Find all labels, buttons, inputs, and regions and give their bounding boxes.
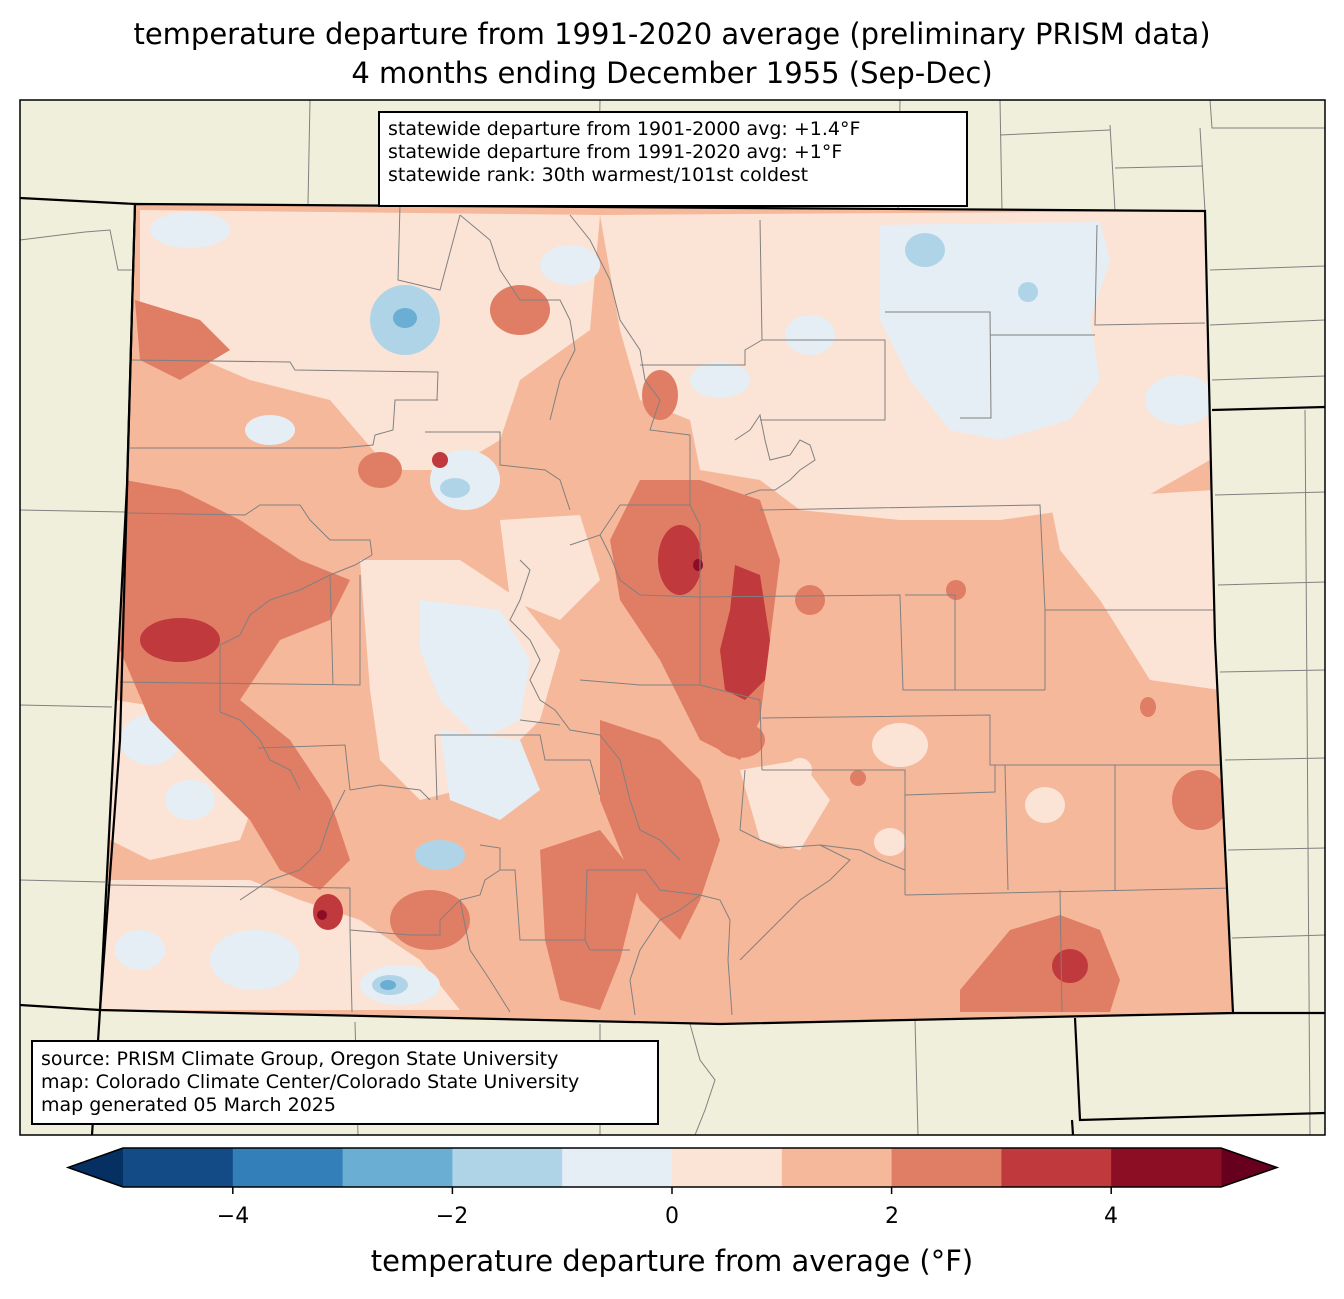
- colorbar-bin: [1001, 1148, 1112, 1187]
- colorbar-tick-label: 0: [665, 1204, 679, 1229]
- colorbar-bin: [232, 1148, 344, 1187]
- colorbar-under-arrow: [68, 1148, 123, 1187]
- colorbar-bin: [1111, 1148, 1222, 1187]
- colorbar-tick-label: −2: [435, 1204, 469, 1229]
- colorbar-tick-label: 4: [1104, 1204, 1118, 1229]
- generated-date-line: map generated 05 March 2025: [41, 1094, 336, 1116]
- stat-departure-1991-2020: statewide departure from 1991-2020 avg: …: [388, 141, 843, 163]
- map-subtitle: 4 months ending December 1955 (Sep-Dec): [351, 56, 993, 90]
- colorbar-bin: [672, 1148, 783, 1187]
- colorbar: [65, 1147, 1280, 1194]
- temperature-field: [100, 204, 1233, 1024]
- colorbar-bin: [891, 1148, 1002, 1187]
- colorbar-bin: [123, 1148, 234, 1187]
- colorbar-bin: [452, 1148, 563, 1187]
- map-credit-line: map: Colorado Climate Center/Colorado St…: [41, 1071, 580, 1093]
- county-lines: [104, 204, 1233, 1016]
- colorbar-tick-label: 2: [885, 1204, 899, 1229]
- colorbar-bin: [342, 1148, 453, 1187]
- source-box: source: PRISM Climate Group, Oregon Stat…: [31, 1040, 659, 1125]
- source-line: source: PRISM Climate Group, Oregon Stat…: [41, 1048, 559, 1070]
- colorbar-bin: [781, 1148, 893, 1187]
- stat-rank: statewide rank: 30th warmest/101st colde…: [388, 164, 809, 186]
- colorbar-over-arrow: [1221, 1148, 1277, 1187]
- colorbar-outline: [65, 1147, 1280, 1188]
- statewide-stats-box: statewide departure from 1901-2000 avg: …: [378, 111, 968, 207]
- map-title: temperature departure from 1991-2020 ave…: [133, 17, 1211, 51]
- colorbar-tick-label: −4: [216, 1204, 250, 1229]
- colorbar-label: temperature departure from average (°F): [370, 1244, 974, 1278]
- stat-departure-1901-2000: statewide departure from 1901-2000 avg: …: [388, 118, 861, 140]
- map-border: [19, 99, 1326, 1136]
- colorbar-bin: [562, 1148, 673, 1187]
